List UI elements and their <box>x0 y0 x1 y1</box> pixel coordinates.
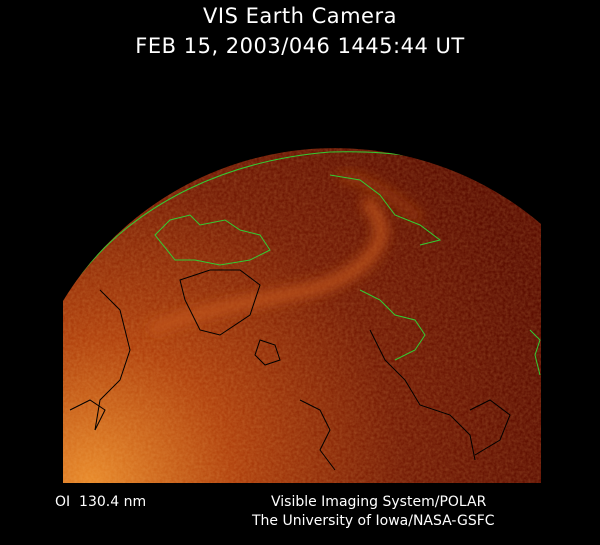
earth-disc-texture <box>63 148 541 483</box>
image-title: VIS Earth Camera <box>203 4 397 28</box>
image-timestamp: FEB 15, 2003/046 1445:44 UT <box>135 34 465 58</box>
instrument-label: Visible Imaging System/POLAR <box>271 494 487 510</box>
aurora-oval <box>147 195 388 336</box>
wavelength-label: OI 130.4 nm <box>55 494 147 510</box>
credit-label: The University of Iowa/NASA-GSFC <box>252 513 495 529</box>
coastlines-night <box>69 269 511 471</box>
aurora-arc <box>339 170 424 224</box>
